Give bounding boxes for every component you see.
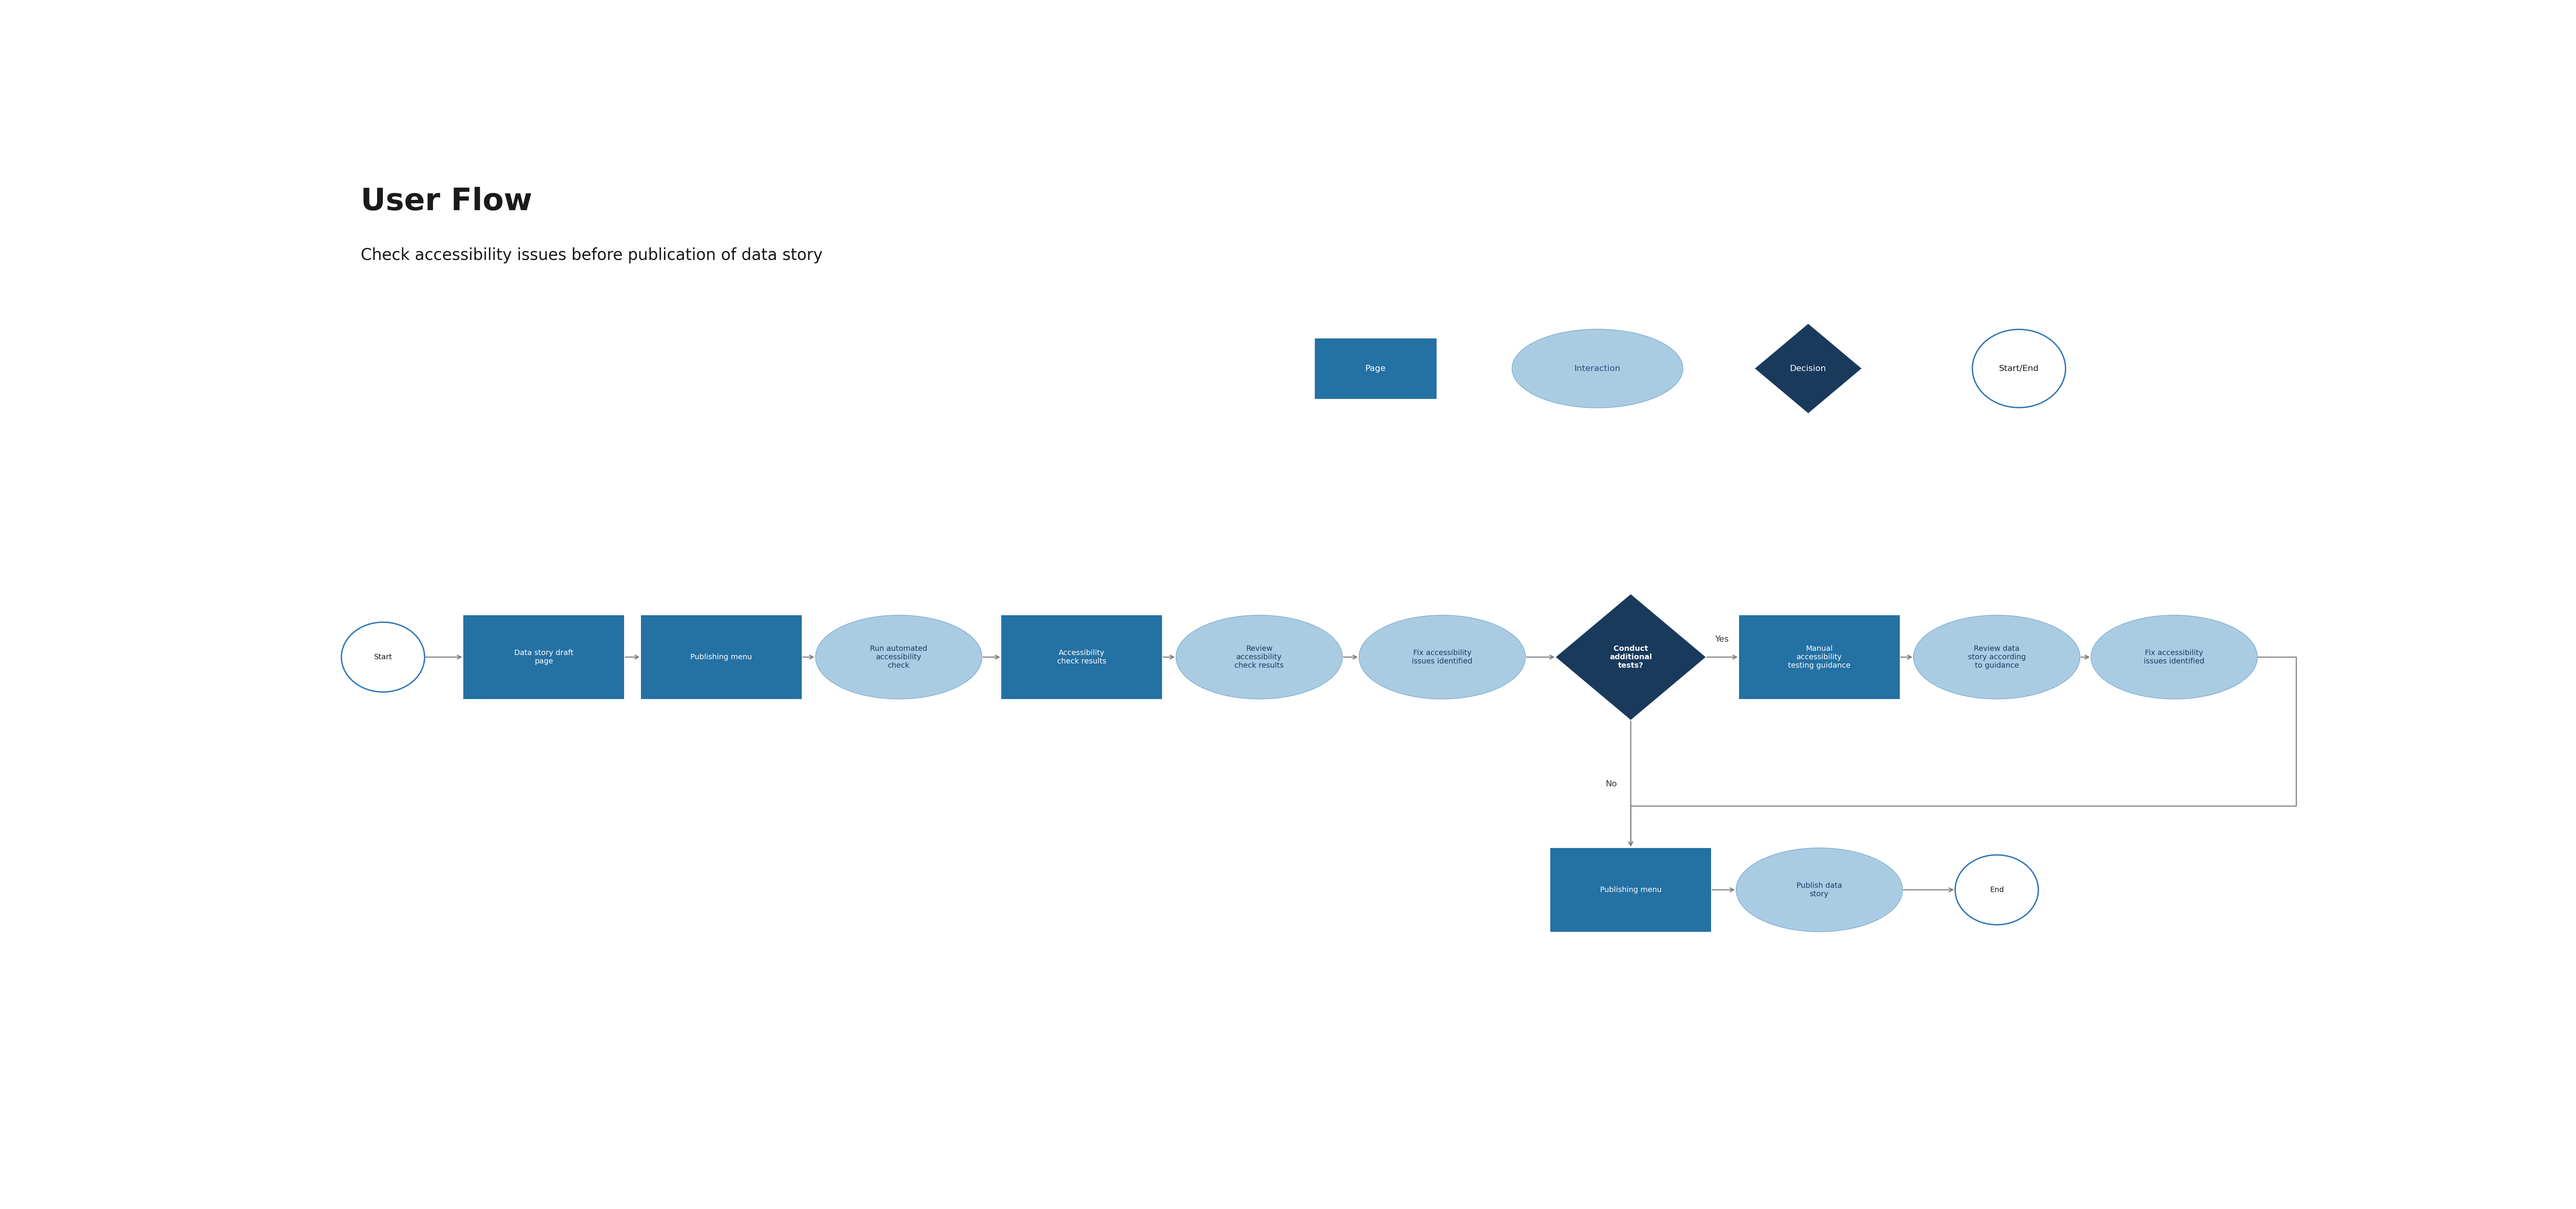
Text: Data story draft
page: Data story draft page [515,649,574,665]
Text: Accessibility
check results: Accessibility check results [1056,649,1105,665]
Ellipse shape [1360,615,1525,699]
Text: Conduct
additional
tests?: Conduct additional tests? [1610,646,1651,669]
Text: Fix accessibility
issues identified: Fix accessibility issues identified [1412,649,1473,665]
Circle shape [343,623,425,692]
Ellipse shape [1914,615,2079,699]
Text: Start/End: Start/End [1999,365,2038,372]
Circle shape [1973,329,2066,407]
Ellipse shape [817,615,981,699]
Ellipse shape [1177,615,1342,699]
Ellipse shape [1736,848,1904,932]
Text: No: No [1605,780,1618,788]
FancyBboxPatch shape [1314,339,1437,399]
Text: Run automated
accessibility
check: Run automated accessibility check [871,646,927,669]
Text: Decision: Decision [1790,365,1826,372]
Text: Review
accessibility
check results: Review accessibility check results [1234,646,1283,669]
Ellipse shape [1512,329,1682,407]
Text: Check accessibility issues before publication of data story: Check accessibility issues before public… [361,248,822,264]
Polygon shape [1556,595,1705,719]
FancyBboxPatch shape [641,615,801,699]
Polygon shape [1754,324,1862,413]
Circle shape [1955,855,2038,925]
Text: User Flow: User Flow [361,187,533,216]
Text: Interaction: Interaction [1574,365,1620,372]
FancyBboxPatch shape [1739,615,1899,699]
Text: Publishing menu: Publishing menu [690,653,752,661]
Text: Review data
story according
to guidance: Review data story according to guidance [1968,646,2025,669]
FancyBboxPatch shape [1551,848,1710,932]
Text: Manual
accessibility
testing guidance: Manual accessibility testing guidance [1788,646,1850,669]
FancyBboxPatch shape [1002,615,1162,699]
Text: Start: Start [374,653,392,661]
Text: Publish data
story: Publish data story [1795,883,1842,897]
Text: Page: Page [1365,365,1386,372]
FancyBboxPatch shape [464,615,623,699]
Text: Publishing menu: Publishing menu [1600,886,1662,893]
Text: Fix accessibility
issues identified: Fix accessibility issues identified [2143,649,2205,665]
Text: Yes: Yes [1716,636,1728,643]
Ellipse shape [2092,615,2257,699]
Text: End: End [1989,886,2004,893]
